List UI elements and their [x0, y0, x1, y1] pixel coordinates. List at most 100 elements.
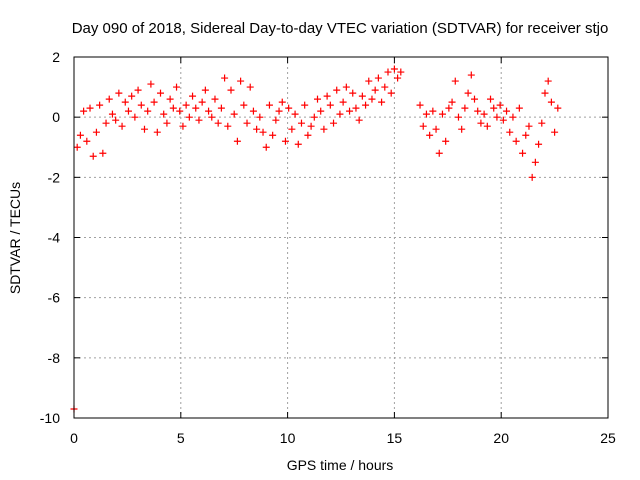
- data-point: [73, 143, 81, 151]
- data-point: [381, 83, 389, 91]
- data-point: [515, 104, 523, 112]
- data-point: [528, 173, 536, 181]
- data-point: [269, 131, 277, 139]
- y-axis-ticks: -10 -8 -6 -4 -2 0 2: [40, 49, 608, 426]
- x-axis-label: GPS time / hours: [287, 457, 394, 473]
- data-point: [294, 140, 302, 148]
- data-point: [506, 128, 514, 136]
- data-point: [262, 143, 270, 151]
- data-point: [394, 74, 402, 82]
- data-point: [349, 89, 357, 97]
- data-point: [76, 131, 84, 139]
- series-stjo: [70, 65, 562, 413]
- x-tick-label: 15: [387, 430, 403, 446]
- data-point: [503, 107, 511, 115]
- data-point: [390, 65, 398, 73]
- data-point: [112, 116, 120, 124]
- data-point: [259, 128, 267, 136]
- data-point: [83, 137, 91, 145]
- y-tick-label: 0: [52, 109, 60, 125]
- data-point: [227, 86, 235, 94]
- data-point: [336, 110, 344, 118]
- data-point: [137, 101, 145, 109]
- data-point: [445, 104, 453, 112]
- data-point: [387, 89, 395, 97]
- data-point: [230, 110, 238, 118]
- data-point: [134, 86, 142, 94]
- data-point: [281, 137, 289, 145]
- y-tick-label: -2: [48, 169, 61, 185]
- data-point: [160, 110, 168, 118]
- data-point: [477, 119, 485, 127]
- data-point: [89, 152, 97, 160]
- grid-lines: [74, 57, 608, 418]
- data-point: [208, 113, 216, 121]
- y-tick-label: -6: [48, 290, 61, 306]
- data-point: [275, 107, 283, 115]
- data-point: [249, 107, 257, 115]
- data-point: [304, 131, 312, 139]
- data-point: [195, 116, 203, 124]
- data-point: [105, 95, 113, 103]
- data-point: [358, 92, 366, 100]
- data-point: [419, 122, 427, 130]
- data-point: [378, 98, 386, 106]
- data-point: [554, 104, 562, 112]
- data-point: [471, 95, 478, 103]
- data-point: [310, 113, 318, 121]
- data-point: [429, 107, 437, 115]
- data-point: [314, 95, 322, 103]
- data-point: [454, 113, 462, 121]
- data-point: [140, 125, 148, 133]
- data-point: [442, 137, 450, 145]
- data-point: [224, 122, 232, 130]
- data-point: [525, 122, 533, 130]
- data-point: [355, 116, 363, 124]
- data-point: [157, 89, 165, 97]
- x-axis-ticks: 0 5 10 15 20 25: [70, 57, 616, 446]
- data-point: [323, 92, 331, 100]
- data-point: [179, 122, 187, 130]
- data-point: [490, 104, 498, 112]
- data-point: [144, 107, 152, 115]
- data-point: [192, 104, 200, 112]
- y-tick-label: -8: [48, 350, 61, 366]
- data-point: [531, 158, 539, 166]
- data-point: [118, 122, 126, 130]
- data-point: [121, 98, 129, 106]
- data-point: [86, 104, 94, 112]
- data-point: [214, 119, 222, 127]
- data-point: [474, 107, 482, 115]
- data-point: [461, 104, 469, 112]
- data-point: [362, 101, 370, 109]
- data-point: [374, 74, 382, 82]
- data-point: [451, 77, 459, 85]
- data-point: [176, 107, 184, 115]
- data-points: [70, 65, 562, 413]
- data-point: [102, 119, 110, 127]
- data-point: [512, 137, 520, 145]
- data-point: [339, 98, 347, 106]
- data-point: [301, 101, 309, 109]
- data-point: [233, 137, 241, 145]
- data-point: [189, 92, 197, 100]
- data-point: [173, 83, 181, 91]
- data-point: [285, 104, 293, 112]
- data-point: [487, 95, 495, 103]
- data-point: [547, 98, 555, 106]
- x-tick-label: 10: [280, 430, 296, 446]
- data-point: [384, 68, 392, 76]
- data-point: [397, 68, 405, 76]
- data-point: [371, 86, 379, 94]
- data-point: [211, 95, 219, 103]
- data-point: [458, 125, 466, 133]
- data-point: [509, 113, 517, 121]
- data-point: [352, 104, 360, 112]
- data-point: [201, 86, 209, 94]
- y-tick-label: -4: [48, 230, 61, 246]
- data-point: [317, 107, 325, 115]
- data-point: [169, 104, 177, 112]
- data-point: [422, 110, 430, 118]
- data-point: [243, 119, 251, 127]
